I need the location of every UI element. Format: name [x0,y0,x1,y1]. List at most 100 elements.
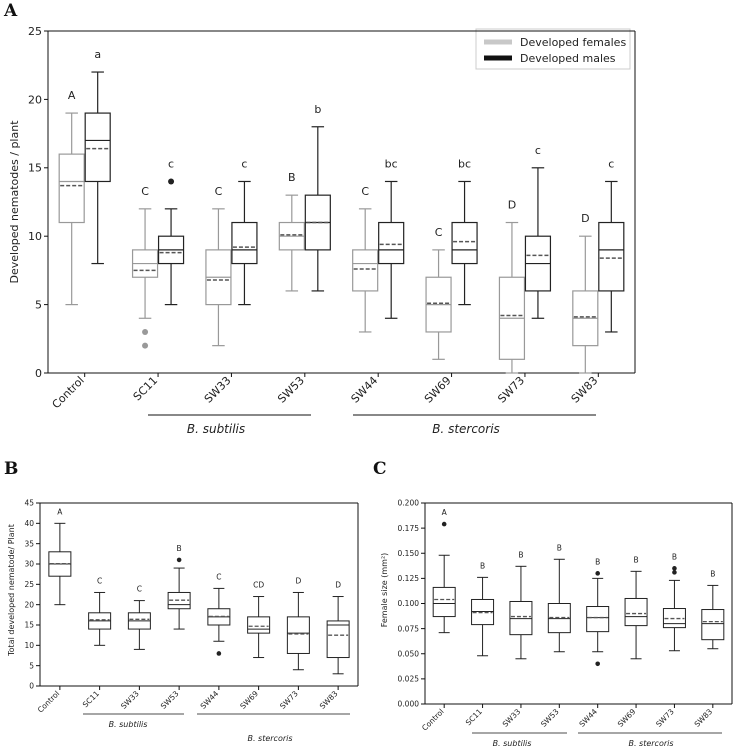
panel-a-significance-letter: bc [385,157,398,170]
panel-c-xtick-label: SW44 [577,707,599,729]
panel-a-box [598,221,625,292]
panel-c-ytick-label: 0.175 [398,524,420,533]
panel-b-outlier [216,651,222,656]
panel-a-xtick-label: SW83 [569,374,601,406]
panel-a-significance-letter: c [168,157,174,170]
panel-a-xtick-label: SC11 [131,374,160,403]
panel-c-xtick-label: SC11 [464,707,484,727]
panel-b-xtick-label: Control [36,689,62,715]
panel-c-group-subtilis: B. subtilis [493,739,532,748]
panel-a-ytick-label: 0 [35,367,42,380]
panel-c-ytick-label: 0.200 [398,499,420,508]
panel-c-ytick-label: 0.025 [398,675,420,684]
panel-c-outlier [672,566,677,571]
panel-a-significance-letter: c [241,157,247,170]
panel-c-group-stercoris: B. stercoris [628,739,673,748]
panel-a-significance-letter: C [361,185,369,198]
panel-a-outlier [168,178,175,185]
panel-a-significance-letter: c [535,144,541,157]
panel-a-box [451,221,478,265]
panel-c-box [432,586,456,618]
panel-a-xtick-label: SW44 [349,374,381,406]
panel-a-xtick-label: SW73 [495,374,527,406]
panel-b-ytick-label: 45 [24,499,34,508]
panel-b-significance-letter: CD [253,581,264,590]
panel-b-xtick-label: SW83 [318,689,340,711]
panel-b-significance-letter: C [216,572,221,581]
panel-c-ytick-label: 0.125 [398,574,420,583]
panel-a-box [84,112,111,183]
panel-a-outlier [142,342,149,349]
panel-b-xtick-label: SW53 [159,689,181,711]
legend-frame [475,28,631,70]
panel-a-box [352,249,379,292]
panel-c-significance-letter: B [672,552,677,561]
panel-b-ylabel: Total developed nematode/ Plant [7,524,16,657]
panel-c-box [586,606,610,633]
panel-c-significance-letter: A [442,508,448,517]
panel-a-letter: A [3,1,18,21]
panel-a-significance-letter: D [508,199,516,212]
panel-a-significance-letter: C [215,185,223,198]
panel-c-xtick-label: SW73 [654,707,676,729]
panel-b-ytick-label: 10 [24,641,34,650]
panel-b-xtick-label: SW69 [238,689,260,711]
panel-b-ytick-label: 5 [29,661,34,670]
panel-c-outlier [672,570,677,575]
panel-c-outlier [595,661,600,667]
panel-a-significance-letter: C [141,185,149,198]
panel-b-xtick-label: SC11 [81,689,101,709]
panel-a-group-stercoris: B. stercoris [432,422,500,436]
legend-label-females: Developed females [520,36,626,49]
panel-b-ytick-label: 30 [24,560,34,569]
panel-b-significance-letter: D [295,576,301,585]
panel-a-legend: Developed females Developed males [475,28,631,70]
panel-a-significance-letter: A [68,89,76,102]
panel-a-outlier [142,328,149,335]
panel-b-box [286,616,310,654]
panel-c-ytick-label: 0.000 [398,700,420,709]
panel-c-xtick-label: SW33 [501,707,523,729]
panel-b-outlier [176,557,182,563]
panel-b-box [326,620,350,659]
panel-b-ytick-label: 15 [24,621,34,630]
panel-c-significance-letter: B [480,561,485,570]
panel-a-ytick-label: 20 [28,93,42,106]
panel-c-xtick-label: Control [420,707,446,733]
panel-b-xtick-label: SW73 [278,689,300,711]
panel-b-group-subtilis: B. subtilis [109,720,148,729]
panel-c-letter: C [373,459,387,479]
panel-b-box [247,616,271,634]
panel-c-significance-letter: B [518,550,523,559]
panel-a-significance-letter: D [581,212,589,225]
panel-b-xtick-label: SW33 [119,689,141,711]
panel-b-ytick-label: 20 [24,600,34,609]
panel-c-xtick-label: SW69 [616,707,638,729]
panel-c-ytick-label: 0.150 [398,549,420,558]
panel-b-ytick-label: 40 [24,519,34,528]
panel-a-box [58,153,85,224]
panel-a-xtick-label: SW69 [422,374,454,406]
panel-a-ylabel: Developed nematodes / plant [8,120,21,284]
panel-c-ytick-label: 0.100 [398,599,420,608]
panel-a-ytick-label: 5 [35,298,42,311]
panel-b-group-stercoris: B. stercoris [247,734,292,743]
panel-a-significance-letter: B [288,171,296,184]
panel-b-significance-letter: C [97,576,102,585]
panel-b-ytick-label: 0 [29,682,34,691]
panel-b-ytick-label: 25 [24,580,34,589]
panel-c-ytick-label: 0.050 [398,649,420,658]
panel-c-significance-letter: B [633,555,638,564]
panel-c-xtick-label: SW53 [539,707,561,729]
panel-b-xtick-label: SW44 [199,689,221,711]
panel-c-significance-letter: B [595,557,600,566]
legend-label-males: Developed males [520,52,616,65]
panel-b-ytick-label: 35 [24,539,34,548]
panel-a-xtick-label: Control [49,374,86,411]
panel-a-group-subtilis: B. subtilis [187,422,245,436]
panel-b-significance-letter: A [57,507,63,516]
panel-a-xtick-label: SW33 [202,374,234,406]
panel-c-xtick-label: SW83 [692,707,714,729]
panel-c-outlier [595,571,600,576]
panel-c-significance-letter: B [557,543,562,552]
